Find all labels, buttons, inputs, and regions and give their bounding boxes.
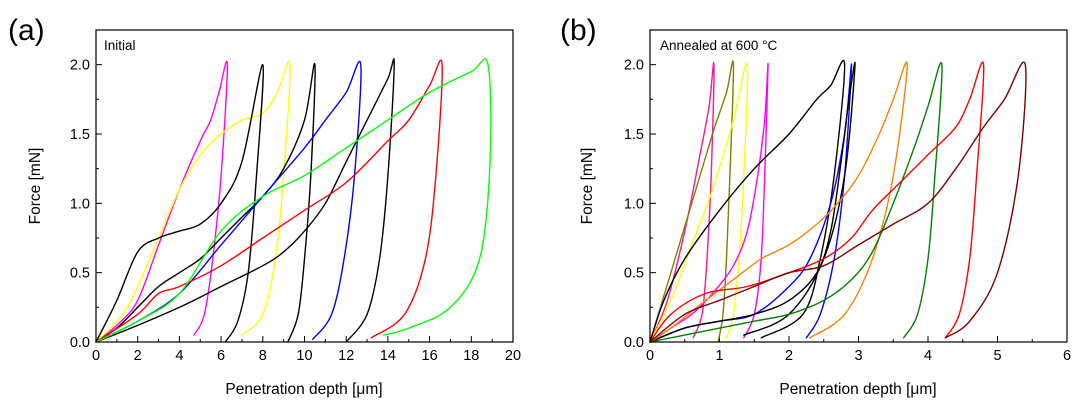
series-line-curve-1-b (649, 61, 715, 343)
plot-frame-b (649, 29, 1068, 343)
x-tick-label-b: 4 (924, 348, 932, 364)
panel-label-b: (b) (560, 14, 597, 47)
series-line-curve-4-a (95, 62, 316, 343)
panel-label-a: (a) (8, 14, 45, 47)
x-tick-label-a: 14 (380, 348, 396, 364)
axis-ticks-a: 0 2 4 6 8 10 12 14 16 18 20 0.0 0.5 1.0 1.5 2.0 (70, 29, 521, 364)
chart-panel-initial: (a) 0 2 4 6 8 10 12 14 16 18 20 0.0 0.5 1.0 1.5 2.0 Ini… (8, 14, 521, 398)
series-line-curve-10-b (649, 61, 985, 343)
x-tick-label-b: 1 (715, 348, 723, 364)
y-tick-label-a: 0.5 (70, 266, 90, 282)
series-layer-a (95, 58, 492, 343)
x-tick-label-a: 10 (296, 348, 312, 364)
x-axis-title-a: Penetration depth [μm] (225, 381, 382, 398)
series-line-curve-11-b (649, 61, 1027, 343)
y-tick-label-b: 1.5 (624, 127, 644, 143)
series-line-curve-6-a (95, 58, 395, 343)
x-tick-label-b: 2 (785, 348, 793, 364)
series-line-curve-8-a (95, 58, 492, 343)
y-tick-label-a: 0.0 (70, 335, 90, 351)
series-line-curve-7-a (95, 59, 443, 343)
x-tick-label-a: 8 (259, 348, 267, 364)
plot-frame-a (95, 29, 514, 343)
x-tick-label-b: 6 (1063, 348, 1071, 364)
y-axis-title-b: Force [mN] (579, 148, 596, 225)
x-tick-label-b: 5 (993, 348, 1001, 364)
series-line-curve-3-b (649, 62, 749, 343)
axis-ticks-b: 0 1 2 3 4 5 6 0.0 0.5 1.0 1.5 2.0 (624, 29, 1071, 364)
x-tick-label-b: 3 (854, 348, 862, 364)
x-tick-label-b: 0 (646, 348, 654, 364)
y-tick-label-a: 1.5 (70, 127, 90, 143)
series-line-curve-5-a (95, 60, 362, 343)
series-line-curve-6-b (649, 63, 853, 343)
series-line-curve-3-a (95, 63, 265, 343)
x-tick-label-a: 12 (338, 348, 354, 364)
series-line-curve-8-b (649, 61, 908, 343)
x-tick-label-a: 2 (134, 348, 142, 364)
series-line-curve-2-a (95, 60, 291, 343)
y-tick-label-a: 2.0 (70, 58, 90, 74)
chart-panel-annealed: (b) 0 1 2 3 4 5 6 0.0 0.5 1.0 1.5 2.0 Annealed at 6… (560, 14, 1071, 398)
x-tick-label-a: 0 (92, 348, 100, 364)
x-tick-label-a: 20 (505, 348, 521, 364)
x-tick-label-a: 16 (422, 348, 438, 364)
y-axis-title-a: Force [mN] (27, 148, 44, 225)
series-line-curve-7-b (649, 61, 856, 343)
series-layer-b (649, 60, 1027, 343)
x-axis-title-b: Penetration depth [μm] (779, 381, 936, 398)
y-tick-label-b: 1.0 (624, 196, 644, 212)
y-tick-label-b: 0.0 (624, 335, 644, 351)
y-tick-label-a: 1.0 (70, 196, 90, 212)
y-tick-label-b: 0.5 (624, 266, 644, 282)
x-tick-label-a: 6 (217, 348, 225, 364)
y-tick-label-b: 2.0 (624, 58, 644, 74)
series-line-curve-9-b (649, 61, 943, 343)
series-line-curve-1-a (95, 60, 229, 343)
series-line-curve-2-b (649, 60, 735, 343)
x-tick-label-a: 18 (463, 348, 479, 364)
chart-title-b: Annealed at 600 °C (660, 38, 777, 53)
x-tick-label-a: 4 (175, 348, 183, 364)
series-line-curve-5-b (649, 60, 846, 343)
chart-title-a: Initial (104, 38, 136, 53)
